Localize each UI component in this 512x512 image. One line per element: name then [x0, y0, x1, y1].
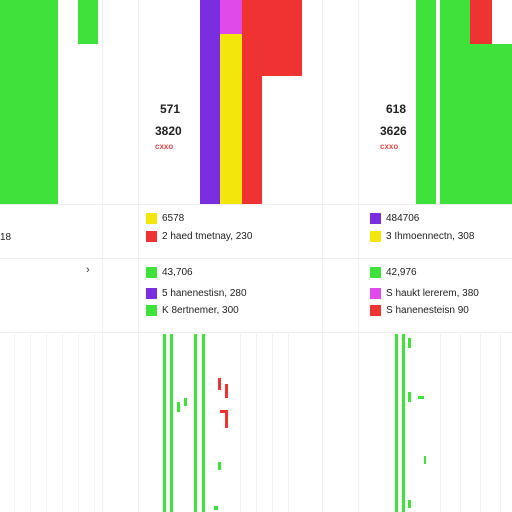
magenta-bar	[220, 0, 242, 34]
green-tick	[177, 402, 180, 412]
legend-swatch	[370, 212, 381, 224]
legend-label: 484706	[386, 212, 420, 224]
legend-swatch	[370, 304, 381, 316]
right-red-bar	[470, 0, 492, 44]
chevron-right-icon[interactable]: ›	[86, 264, 90, 276]
right-legend-item: 484706	[370, 211, 419, 225]
red-tick	[220, 410, 225, 413]
grid-line	[256, 334, 257, 512]
middle-legend-item: 6578	[146, 211, 184, 225]
right-legend-item: S hanenesteisn 90	[370, 303, 469, 317]
middle-legend-item: 2 haed tmetnay, 230	[146, 229, 252, 243]
red-tick	[225, 384, 228, 398]
right-value-top: 618	[386, 102, 407, 116]
grid-line	[480, 334, 481, 512]
row-divider	[0, 258, 512, 259]
row-divider	[0, 204, 512, 205]
grid-line	[62, 334, 63, 512]
green-tick	[184, 398, 187, 406]
column-divider	[102, 0, 103, 512]
green-tick	[408, 392, 411, 402]
column-divider	[322, 0, 323, 512]
green-sparkline	[395, 334, 398, 512]
green-tick	[214, 506, 218, 510]
legend-swatch	[146, 230, 157, 242]
yellow-bar	[220, 34, 242, 204]
red-tick	[218, 378, 221, 390]
legend-swatch	[370, 287, 381, 299]
grid-line	[78, 334, 79, 512]
legend-swatch	[146, 212, 157, 224]
green-sparkline	[170, 334, 173, 512]
legend-label: 42,976	[386, 266, 417, 278]
grid-line	[440, 334, 441, 512]
legend-label: S haukt lererem, 380	[386, 287, 479, 299]
legend-swatch	[146, 304, 157, 316]
right-green-bar-2	[440, 0, 470, 204]
legend-label: S hanenesteisn 90	[386, 304, 469, 316]
middle-legend-item: K 8ertnemer, 300	[146, 303, 239, 317]
green-sparkline	[202, 334, 205, 512]
legend-label: 5 hanenestisn, 280	[162, 287, 247, 299]
legend-swatch	[146, 287, 157, 299]
legend-label: K 8ertnemer, 300	[162, 304, 239, 316]
green-tick	[218, 462, 221, 470]
green-tick	[424, 456, 426, 464]
left-bar	[0, 0, 58, 204]
legend-label: 43,706	[162, 266, 193, 278]
middle-value-top: 571	[160, 102, 181, 116]
red-bar	[242, 0, 262, 204]
left-row-value: 18	[0, 232, 12, 243]
grid-line	[94, 334, 95, 512]
legend-swatch	[370, 266, 381, 278]
left-top-bar	[78, 0, 98, 44]
right-green-bar	[416, 0, 436, 204]
grid-line	[30, 334, 31, 512]
legend-swatch	[146, 266, 157, 278]
green-tick	[418, 396, 424, 399]
grid-line	[288, 334, 289, 512]
red-tick	[225, 410, 228, 428]
right-value-main: 3626	[380, 124, 407, 138]
middle-legend-item: 5 hanenestisn, 280	[146, 286, 247, 300]
legend-label: 2 haed tmetnay, 230	[162, 230, 253, 242]
red-step-bar	[262, 0, 302, 76]
legend-label: 6578	[162, 212, 185, 224]
green-sparkline	[402, 334, 405, 512]
middle-legend-item: 43,706	[146, 265, 193, 279]
middle-value-sub: cxxo	[155, 142, 174, 151]
legend-label: 3 Ihmoennectn, 308	[386, 230, 475, 242]
grid-line	[240, 334, 241, 512]
row-divider	[0, 332, 512, 333]
grid-line	[500, 334, 501, 512]
column-divider	[358, 0, 359, 512]
green-tick	[408, 500, 411, 508]
middle-value-main: 3820	[155, 124, 182, 138]
grid-line	[460, 334, 461, 512]
grid-line	[46, 334, 47, 512]
right-green-step-bar	[470, 44, 512, 204]
green-sparkline	[194, 334, 197, 512]
right-value-sub: cxxo	[380, 142, 399, 151]
grid-line	[272, 334, 273, 512]
purple-bar	[200, 0, 220, 204]
green-sparkline	[163, 334, 166, 512]
legend-swatch	[370, 230, 381, 242]
right-legend-item: 3 Ihmoennectn, 308	[370, 229, 474, 243]
green-tick	[408, 338, 411, 348]
column-divider	[138, 0, 139, 512]
right-legend-item: 42,976	[370, 265, 417, 279]
grid-line	[14, 334, 15, 512]
right-legend-item: S haukt lererem, 380	[370, 286, 479, 300]
